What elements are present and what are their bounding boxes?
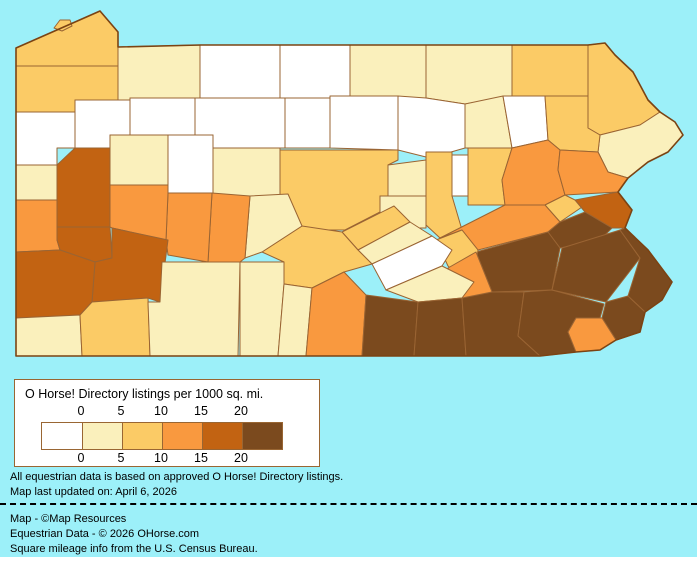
county-lycoming [397,95,466,159]
county-fayette [79,297,151,357]
legend-tick-label: 5 [117,404,125,418]
county-mckean [199,44,281,99]
county-butler [56,147,111,228]
county-somerset [147,261,241,357]
bottom-white-strip [0,557,697,562]
county-clarion [109,134,169,186]
map-credit: Map - ©Map Resources [10,513,127,525]
county-greene [15,314,83,357]
legend-swatch-15-20 [202,423,242,449]
legend-tick-label: 15 [194,451,208,465]
county-cambria [207,192,251,263]
county-bedford [239,261,285,357]
county-luzerne [501,139,566,206]
legend-tick-label: 0 [77,451,85,465]
legend-tick-label: 20 [234,451,248,465]
pennsylvania-county-map [15,10,684,357]
county-york [413,297,467,357]
dashed-separator [0,503,697,505]
legend-swatch-20-plus [242,423,282,449]
legend-tick-label: 0 [77,404,85,418]
county-forest [129,97,196,136]
county-indiana [165,192,213,263]
county-jefferson [167,134,214,194]
county-union [387,159,427,197]
county-cameron [284,97,331,149]
legend-tick-label: 15 [194,404,208,418]
last-updated-note: Map last updated on: April 6, 2026 [10,486,177,498]
legend-tick-label: 20 [234,404,248,418]
legend-box: O Horse! Directory listings per 1000 sq.… [14,379,320,467]
county-erie [15,10,119,67]
legend-swatch-10-15 [162,423,202,449]
county-shapes [15,10,684,357]
county-potter [279,44,351,99]
county-lawrence [15,164,58,201]
census-credit: Square mileage info from the U.S. Census… [10,543,258,555]
legend-swatch-5-10 [122,423,162,449]
legend-title: O Horse! Directory listings per 1000 sq.… [25,387,264,401]
legend-swatch-0 [42,423,82,449]
data-source-note: All equestrian data is based on approved… [10,471,344,483]
legend-tick-label: 5 [117,451,125,465]
state-border [15,10,684,357]
county-perry [371,235,453,291]
legend-swatch-0-5 [82,423,122,449]
county-clinton [329,95,399,151]
county-adams [361,294,419,357]
legend-tick-label: 10 [154,451,168,465]
county-washington [15,249,96,319]
data-credit: Equestrian Data - © 2026 OHorse.com [10,528,200,540]
county-tioga [349,44,427,99]
county-montour [451,154,469,197]
county-susquehanna [511,44,589,97]
county-warren [117,44,201,101]
legend-tick-label: 10 [154,404,168,418]
legend-color-bar [41,422,283,450]
legend-ticks-top: 0 5 10 15 20 [15,404,319,420]
legend-ticks-bottom: 0 5 10 15 20 [15,451,319,467]
county-bradford [425,44,513,105]
county-beaver [15,199,61,253]
county-cumberland [385,265,475,303]
